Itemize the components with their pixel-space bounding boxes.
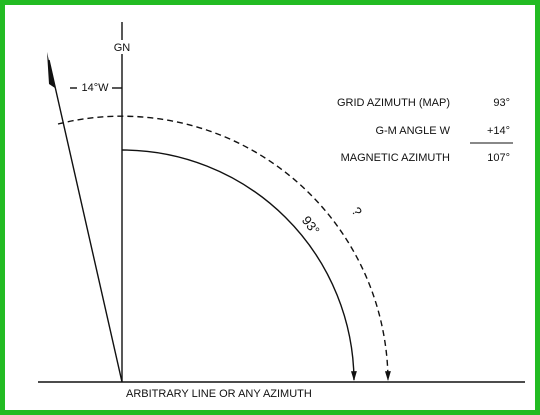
magnetic-azimuth-arc bbox=[57, 115, 391, 381]
magnetic-north-line bbox=[48, 59, 123, 383]
declination-label: 14°W bbox=[81, 82, 109, 94]
row-label: MAGNETIC AZIMUTH bbox=[341, 152, 450, 164]
row-label: GRID AZIMUTH (MAP) bbox=[337, 97, 450, 109]
label-bg bbox=[112, 40, 132, 54]
row-value: +14° bbox=[487, 125, 510, 137]
row-value: 107° bbox=[487, 152, 510, 164]
grid-azimuth-arc bbox=[121, 149, 357, 381]
row-label: G-M ANGLE W bbox=[375, 125, 450, 137]
north-label: GN bbox=[114, 42, 131, 54]
row-value: 93° bbox=[493, 97, 510, 109]
magnetic-arrowhead bbox=[47, 52, 55, 88]
baseline-label: ARBITRARY LINE OR ANY AZIMUTH bbox=[126, 388, 312, 400]
